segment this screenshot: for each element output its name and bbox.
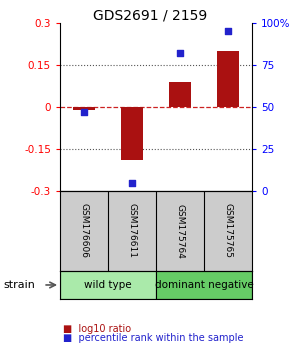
Bar bbox=[156, 271, 252, 299]
Text: ■  percentile rank within the sample: ■ percentile rank within the sample bbox=[63, 333, 244, 343]
Bar bbox=[121, 107, 143, 160]
Point bbox=[82, 109, 86, 115]
Bar bbox=[169, 82, 191, 107]
Text: GDS2691 / 2159: GDS2691 / 2159 bbox=[93, 9, 207, 23]
Point bbox=[226, 29, 230, 34]
Text: strain: strain bbox=[3, 280, 35, 290]
Bar bbox=[60, 271, 156, 299]
Text: GSM176606: GSM176606 bbox=[80, 204, 88, 258]
Text: GSM176611: GSM176611 bbox=[128, 204, 136, 258]
Text: wild type: wild type bbox=[84, 280, 132, 290]
Point bbox=[130, 180, 134, 185]
Text: ■  log10 ratio: ■ log10 ratio bbox=[63, 324, 131, 334]
Text: dominant negative: dominant negative bbox=[154, 280, 254, 290]
Text: GSM175765: GSM175765 bbox=[224, 204, 232, 258]
Bar bbox=[73, 107, 95, 110]
Point bbox=[178, 50, 182, 56]
Text: GSM175764: GSM175764 bbox=[176, 204, 184, 258]
Bar bbox=[217, 51, 239, 107]
